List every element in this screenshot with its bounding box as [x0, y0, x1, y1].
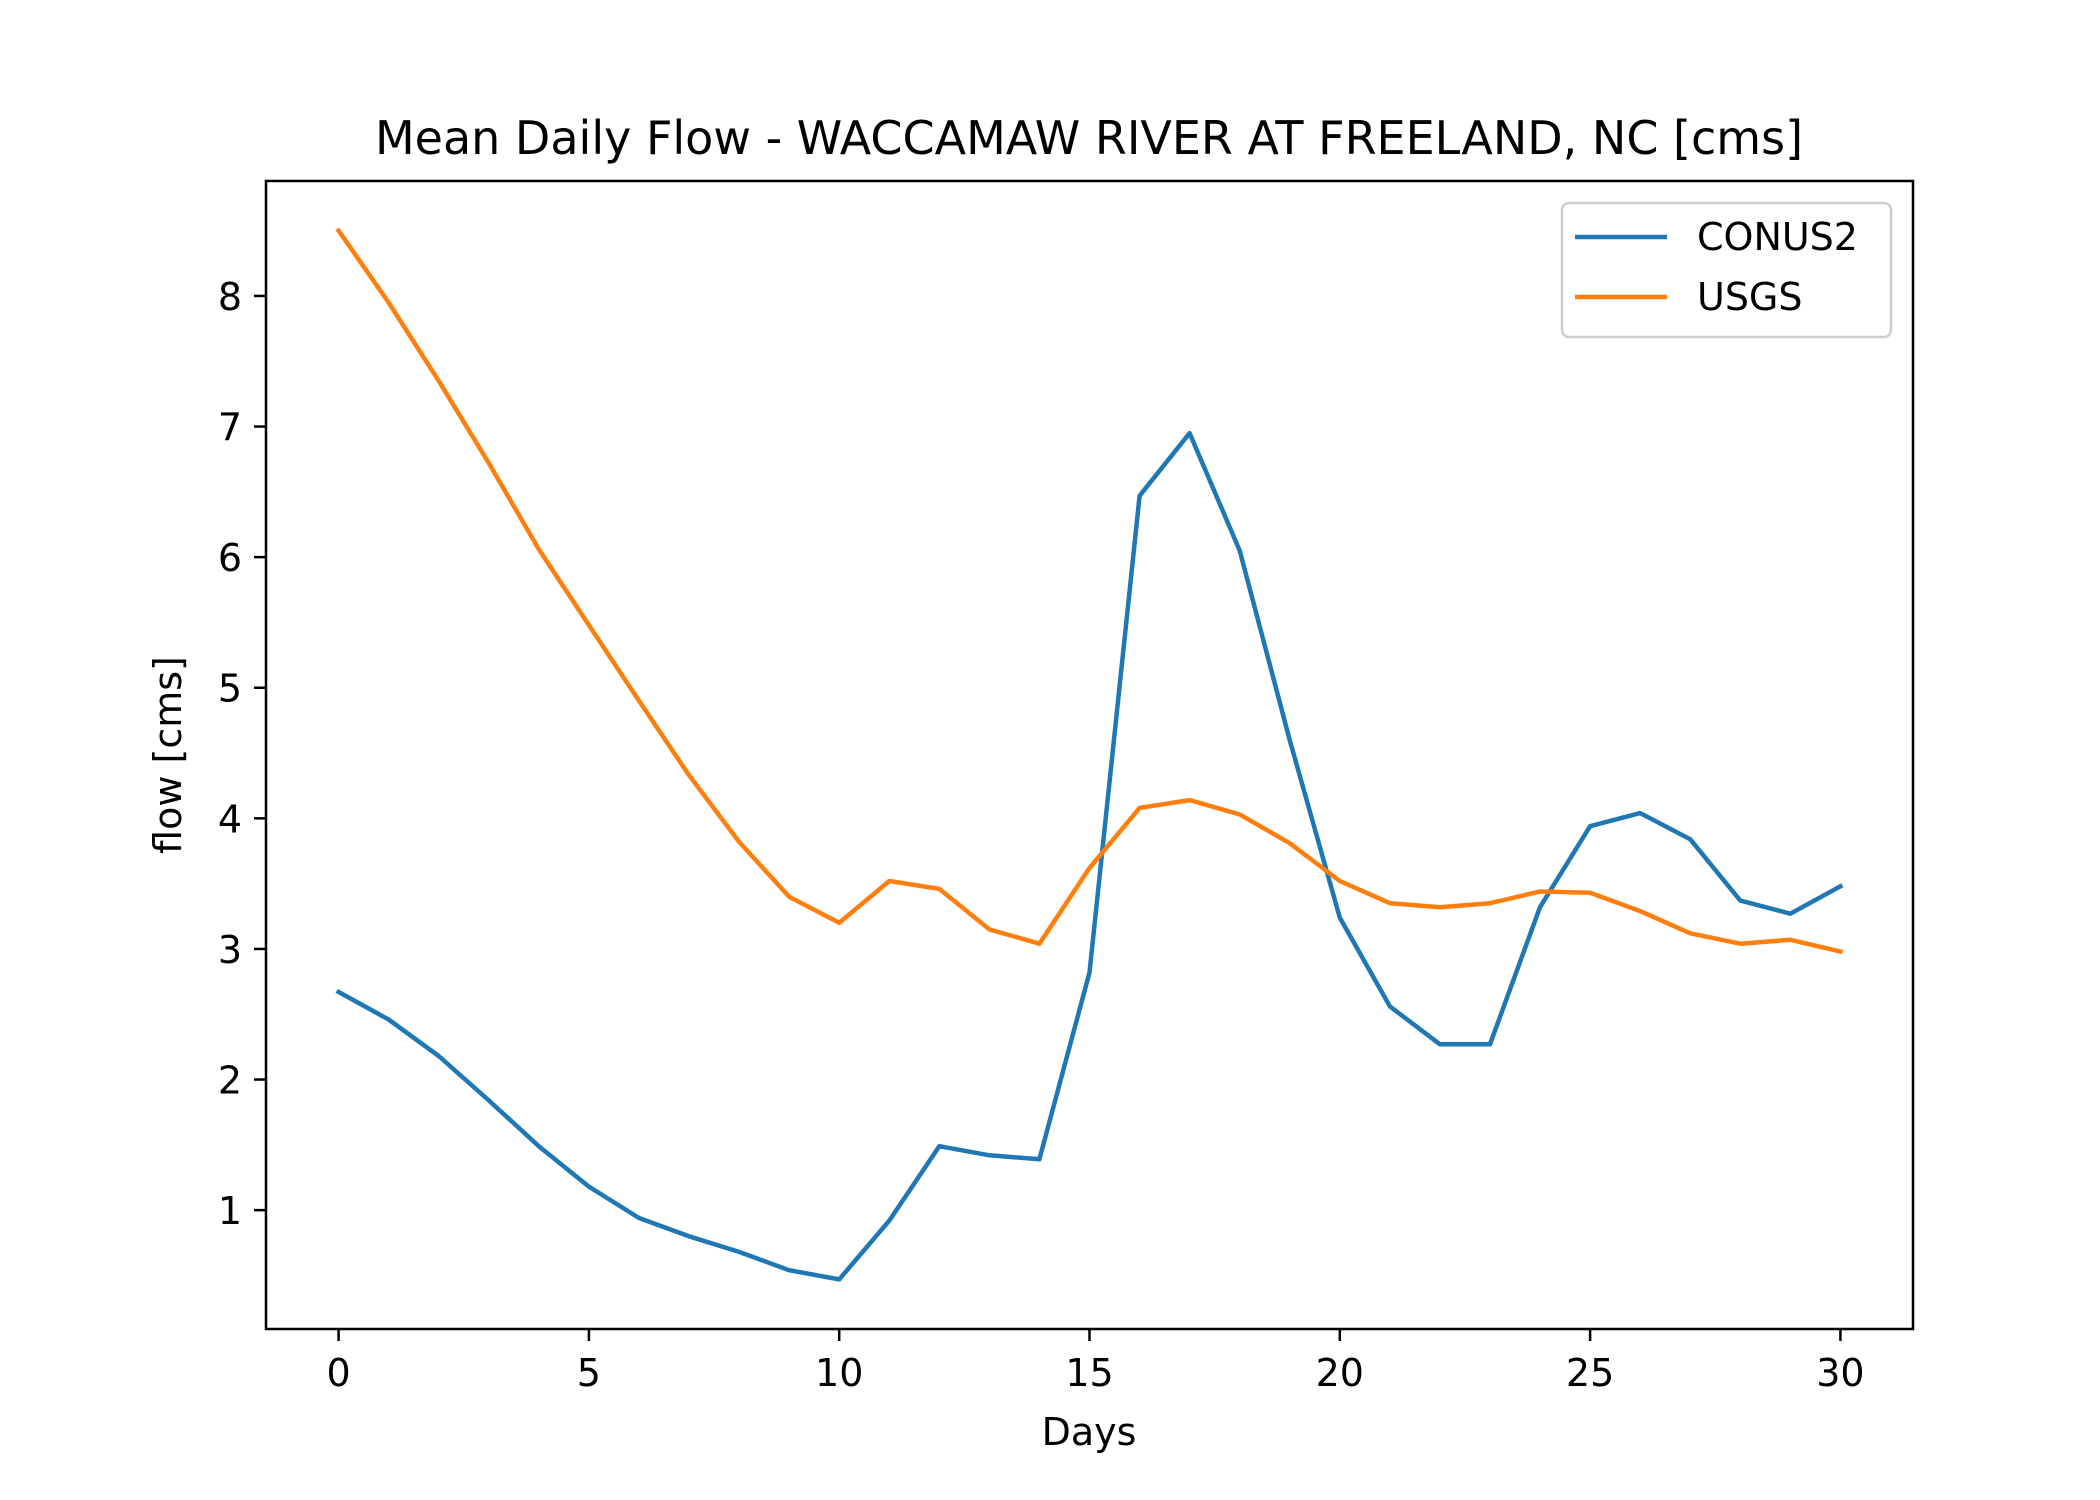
y-tick-label: 8: [218, 275, 242, 319]
y-tick-label: 2: [218, 1059, 242, 1103]
data-point-usgs: [537, 547, 541, 551]
data-point-usgs: [1088, 866, 1092, 870]
data-point-usgs: [337, 229, 341, 233]
data-point-conus2: [387, 1017, 391, 1021]
data-point-conus2: [887, 1219, 891, 1223]
x-axis-ticks: 0 5 10 15 20 25 30: [326, 1329, 1865, 1395]
x-axis-label: Days: [1042, 1410, 1137, 1454]
data-point-usgs: [1338, 879, 1342, 883]
series-line-conus2: [335, 430, 1844, 1282]
data-point-usgs: [1238, 812, 1242, 816]
data-point-usgs: [787, 895, 791, 899]
data-point-usgs: [1438, 905, 1442, 909]
y-tick-label: 1: [218, 1189, 242, 1233]
data-point-conus2: [1238, 549, 1242, 553]
data-point-usgs: [1538, 889, 1542, 893]
data-point-conus2: [1438, 1042, 1442, 1046]
legend: CONUS2 USGS: [1560, 201, 1893, 339]
data-point-usgs: [437, 379, 441, 383]
plot-frame: [264, 179, 1915, 1331]
data-point-conus2: [1638, 811, 1642, 815]
data-point-conus2: [937, 1144, 941, 1148]
legend-label-usgs: USGS: [1697, 275, 1803, 319]
data-point-usgs: [1838, 950, 1842, 954]
x-tick-label: 10: [815, 1351, 863, 1395]
legend-label-conus2: CONUS2: [1697, 215, 1858, 259]
series-line-usgs: [335, 227, 1844, 955]
data-point-conus2: [737, 1250, 741, 1254]
y-tick-label: 3: [218, 928, 242, 972]
data-point-conus2: [787, 1268, 791, 1272]
data-point-usgs: [1588, 891, 1592, 895]
data-point-conus2: [637, 1216, 641, 1220]
chart-title: Mean Daily Flow - WACCAMAW RIVER AT FREE…: [375, 111, 1803, 165]
data-point-conus2: [1388, 1004, 1392, 1008]
data-point-usgs: [987, 927, 991, 931]
x-tick-label: 20: [1316, 1351, 1364, 1395]
data-point-conus2: [687, 1234, 691, 1238]
data-point-usgs: [1188, 798, 1192, 802]
series-layer: [335, 227, 1844, 1282]
y-tick-label: 5: [218, 667, 242, 711]
data-point-conus2: [1538, 905, 1542, 909]
data-point-conus2: [1188, 431, 1192, 435]
data-point-conus2: [1338, 916, 1342, 920]
data-point-usgs: [737, 840, 741, 844]
y-axis-label: flow [cms]: [146, 656, 190, 854]
data-point-conus2: [587, 1185, 591, 1189]
data-point-usgs: [1138, 806, 1142, 810]
plot-area: [264, 179, 1915, 1331]
data-point-usgs: [487, 461, 491, 465]
data-point-conus2: [1738, 899, 1742, 903]
x-tick-label: 25: [1566, 1351, 1614, 1395]
data-point-conus2: [1288, 738, 1292, 742]
y-axis-ticks: 1 2 3 4 5 6 7 8: [218, 275, 266, 1233]
data-point-usgs: [837, 921, 841, 925]
data-point-usgs: [637, 699, 641, 703]
y-tick-label: 6: [218, 536, 242, 580]
data-point-conus2: [987, 1153, 991, 1157]
data-point-conus2: [1688, 837, 1692, 841]
data-point-usgs: [1037, 942, 1041, 946]
y-tick-label: 4: [218, 797, 242, 841]
data-point-usgs: [587, 623, 591, 627]
data-point-usgs: [1288, 841, 1292, 845]
x-tick-label: 30: [1816, 1351, 1864, 1395]
data-point-conus2: [337, 990, 341, 994]
data-point-usgs: [1388, 901, 1392, 905]
data-point-conus2: [537, 1144, 541, 1148]
data-point-usgs: [1638, 909, 1642, 913]
data-point-conus2: [837, 1277, 841, 1281]
data-point-usgs: [387, 300, 391, 304]
x-tick-label: 5: [577, 1351, 601, 1395]
data-point-usgs: [1488, 901, 1492, 905]
data-point-usgs: [687, 773, 691, 777]
x-tick-label: 15: [1065, 1351, 1113, 1395]
x-tick-label: 0: [326, 1351, 350, 1395]
data-point-conus2: [1838, 884, 1842, 888]
data-point-conus2: [1037, 1157, 1041, 1161]
data-point-conus2: [1088, 970, 1092, 974]
data-point-conus2: [1138, 494, 1142, 498]
data-point-usgs: [887, 879, 891, 883]
data-point-usgs: [937, 887, 941, 891]
y-tick-label: 7: [218, 406, 242, 450]
data-point-usgs: [1788, 938, 1792, 942]
data-point-usgs: [1738, 942, 1742, 946]
data-point-usgs: [1688, 931, 1692, 935]
data-point-conus2: [1788, 912, 1792, 916]
data-point-conus2: [1588, 824, 1592, 828]
data-point-conus2: [487, 1098, 491, 1102]
data-point-conus2: [437, 1054, 441, 1058]
data-point-conus2: [1488, 1042, 1492, 1046]
